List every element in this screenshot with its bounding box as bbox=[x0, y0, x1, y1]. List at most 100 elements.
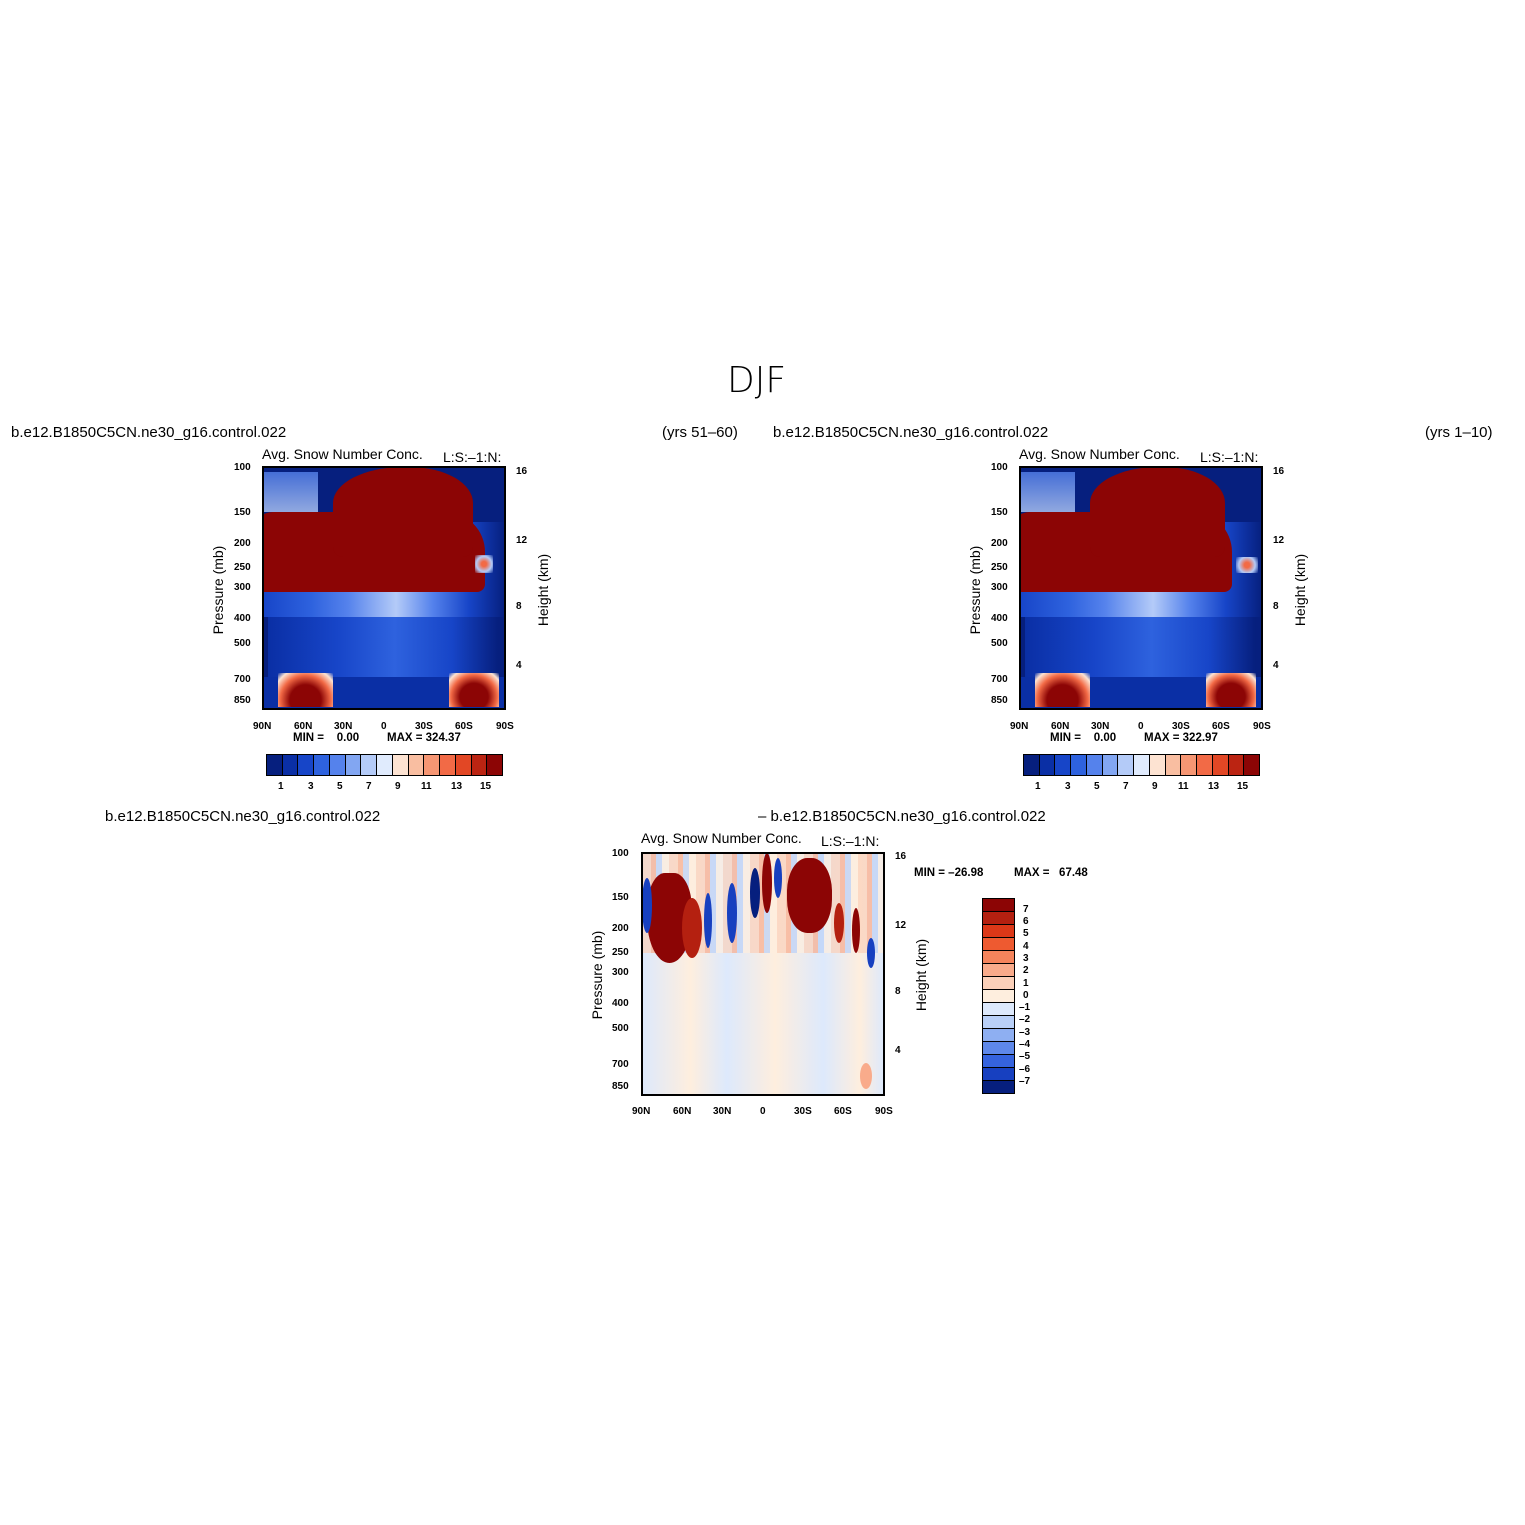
panel2-xtick: 60N bbox=[1051, 721, 1070, 732]
colorbar-swatch bbox=[982, 1015, 1015, 1029]
panel3-xtick: 90S bbox=[875, 1106, 893, 1117]
colorbar-swatch bbox=[982, 1067, 1015, 1081]
panel2-right-label: (yrs 1–10) bbox=[1425, 424, 1493, 441]
panel3-colorbar-label: 1 bbox=[1023, 978, 1029, 989]
colorbar-swatch bbox=[1196, 754, 1213, 776]
panel3-colorbar-label: 7 bbox=[1023, 904, 1029, 915]
colorbar-swatch bbox=[982, 898, 1015, 912]
panel3-frame bbox=[641, 852, 885, 1096]
panel1-ylabel: Pressure (mb) bbox=[210, 545, 226, 635]
panel2-xtick: 60S bbox=[1212, 721, 1230, 732]
panel3-xtick: 30N bbox=[713, 1106, 732, 1117]
panel1-ytick: 300 bbox=[234, 582, 251, 593]
panel1-min: MIN = 0.00 bbox=[293, 732, 360, 744]
panel3-colorbar-label: 4 bbox=[1023, 941, 1029, 952]
panel2-colorbar-label: 9 bbox=[1152, 781, 1158, 792]
colorbar-swatch bbox=[1054, 754, 1072, 776]
panel3-ytick: 400 bbox=[612, 998, 629, 1009]
panel3-colorbar-label: 3 bbox=[1023, 953, 1029, 964]
colorbar-swatch bbox=[360, 754, 378, 776]
panel3-xtick: 90N bbox=[632, 1106, 651, 1117]
panel2-frame bbox=[1019, 466, 1263, 710]
panel1-left-label: b.e12.B1850C5CN.ne30_g16.control.022 bbox=[11, 424, 287, 441]
panel3-max: MAX = 67.48 bbox=[1014, 867, 1088, 879]
colorbar-swatch bbox=[1148, 754, 1166, 776]
colorbar-swatch bbox=[486, 754, 503, 776]
panel1-xtick: 60N bbox=[294, 721, 313, 732]
colorbar-swatch bbox=[982, 924, 1015, 938]
panel3-y2tick: 16 bbox=[895, 851, 907, 862]
panel3-left-label: b.e12.B1850C5CN.ne30_g16.control.022 bbox=[105, 808, 381, 825]
colorbar-swatch bbox=[1133, 754, 1150, 776]
panel3-min: MIN = –26.98 bbox=[914, 867, 984, 879]
colorbar-swatch bbox=[1023, 754, 1040, 776]
panel1-ytick: 700 bbox=[234, 674, 251, 685]
colorbar-swatch bbox=[266, 754, 283, 776]
colorbar-swatch bbox=[470, 754, 488, 776]
colorbar-swatch bbox=[1180, 754, 1198, 776]
panel1-xtick: 30S bbox=[415, 721, 433, 732]
panel3-xtick: 60N bbox=[673, 1106, 692, 1117]
panel3-ytick: 150 bbox=[612, 892, 629, 903]
panel2-colorbar-label: 11 bbox=[1178, 781, 1189, 792]
panel1-colorbar-label: 11 bbox=[421, 781, 432, 792]
panel2-ytick: 150 bbox=[991, 507, 1008, 518]
panel1-units: L:S:–1:N: bbox=[443, 449, 502, 465]
colorbar-swatch bbox=[982, 1028, 1015, 1042]
colorbar-swatch bbox=[982, 1002, 1015, 1016]
panel2-units: L:S:–1:N: bbox=[1200, 449, 1259, 465]
panel2-ytick: 100 bbox=[991, 462, 1008, 473]
panel1-ytick: 500 bbox=[234, 638, 251, 649]
panel1-xtick: 0 bbox=[381, 721, 387, 732]
panel2-ytick: 250 bbox=[991, 562, 1008, 573]
panel1-ytick: 250 bbox=[234, 562, 251, 573]
panel1-colorbar-label: 13 bbox=[451, 781, 463, 792]
panel3-ytick: 200 bbox=[612, 923, 629, 934]
colorbar-swatch bbox=[1227, 754, 1245, 776]
panel1-xtick: 90S bbox=[496, 721, 514, 732]
panel2-ytick: 300 bbox=[991, 582, 1008, 593]
panel3-colorbar-label: –7 bbox=[1019, 1076, 1031, 1087]
panel1-ytick: 100 bbox=[234, 462, 251, 473]
panel1-colorbar-label: 5 bbox=[337, 781, 343, 792]
panel2-max: MAX = 322.97 bbox=[1144, 732, 1218, 744]
panel3-colorbar-label: –2 bbox=[1019, 1014, 1031, 1025]
panel2-xtick: 30S bbox=[1172, 721, 1190, 732]
panel3-colorbar-label: 5 bbox=[1023, 928, 1029, 939]
panel3-colorbar-label: –4 bbox=[1019, 1039, 1031, 1050]
panel2-y2tick: 4 bbox=[1273, 660, 1279, 671]
colorbar-swatch bbox=[1038, 754, 1056, 776]
panel2-y2tick: 8 bbox=[1273, 601, 1279, 612]
panel1-right-label: (yrs 51–60) bbox=[662, 424, 738, 441]
panel3-y2tick: 12 bbox=[895, 920, 907, 931]
panel3-variable-title: Avg. Snow Number Conc. bbox=[641, 830, 802, 846]
panel1-ytick: 150 bbox=[234, 507, 251, 518]
panel3-colorbar-label: –5 bbox=[1019, 1051, 1031, 1062]
panel1-y2tick: 12 bbox=[516, 535, 528, 546]
colorbar-swatch bbox=[391, 754, 409, 776]
panel3-y2label: Height (km) bbox=[913, 938, 929, 1012]
panel2-field bbox=[1020, 467, 1262, 709]
panel3-ytick: 100 bbox=[612, 848, 629, 859]
panel1-colorbar-label: 3 bbox=[308, 781, 314, 792]
colorbar-swatch bbox=[1164, 754, 1182, 776]
panel3-xtick: 30S bbox=[794, 1106, 812, 1117]
colorbar-swatch bbox=[281, 754, 299, 776]
colorbar-swatch bbox=[423, 754, 441, 776]
panel2-ytick: 700 bbox=[991, 674, 1008, 685]
panel3-units: L:S:–1:N: bbox=[821, 833, 880, 849]
panel1-colorbar-label: 9 bbox=[395, 781, 401, 792]
colorbar-swatch bbox=[454, 754, 472, 776]
panel1-ytick: 200 bbox=[234, 538, 251, 549]
panel2-y2tick: 12 bbox=[1273, 535, 1285, 546]
panel2-colorbar-label: 5 bbox=[1094, 781, 1100, 792]
panel3-ylabel: Pressure (mb) bbox=[589, 930, 605, 1020]
colorbar-swatch bbox=[982, 1041, 1015, 1055]
panel2-colorbar-label: 7 bbox=[1123, 781, 1129, 792]
colorbar-swatch bbox=[982, 989, 1015, 1003]
colorbar-swatch bbox=[1101, 754, 1119, 776]
panel1-xtick: 60S bbox=[455, 721, 473, 732]
panel2-colorbar-label: 3 bbox=[1065, 781, 1071, 792]
panel2-xtick: 30N bbox=[1091, 721, 1110, 732]
colorbar-swatch bbox=[982, 963, 1015, 977]
